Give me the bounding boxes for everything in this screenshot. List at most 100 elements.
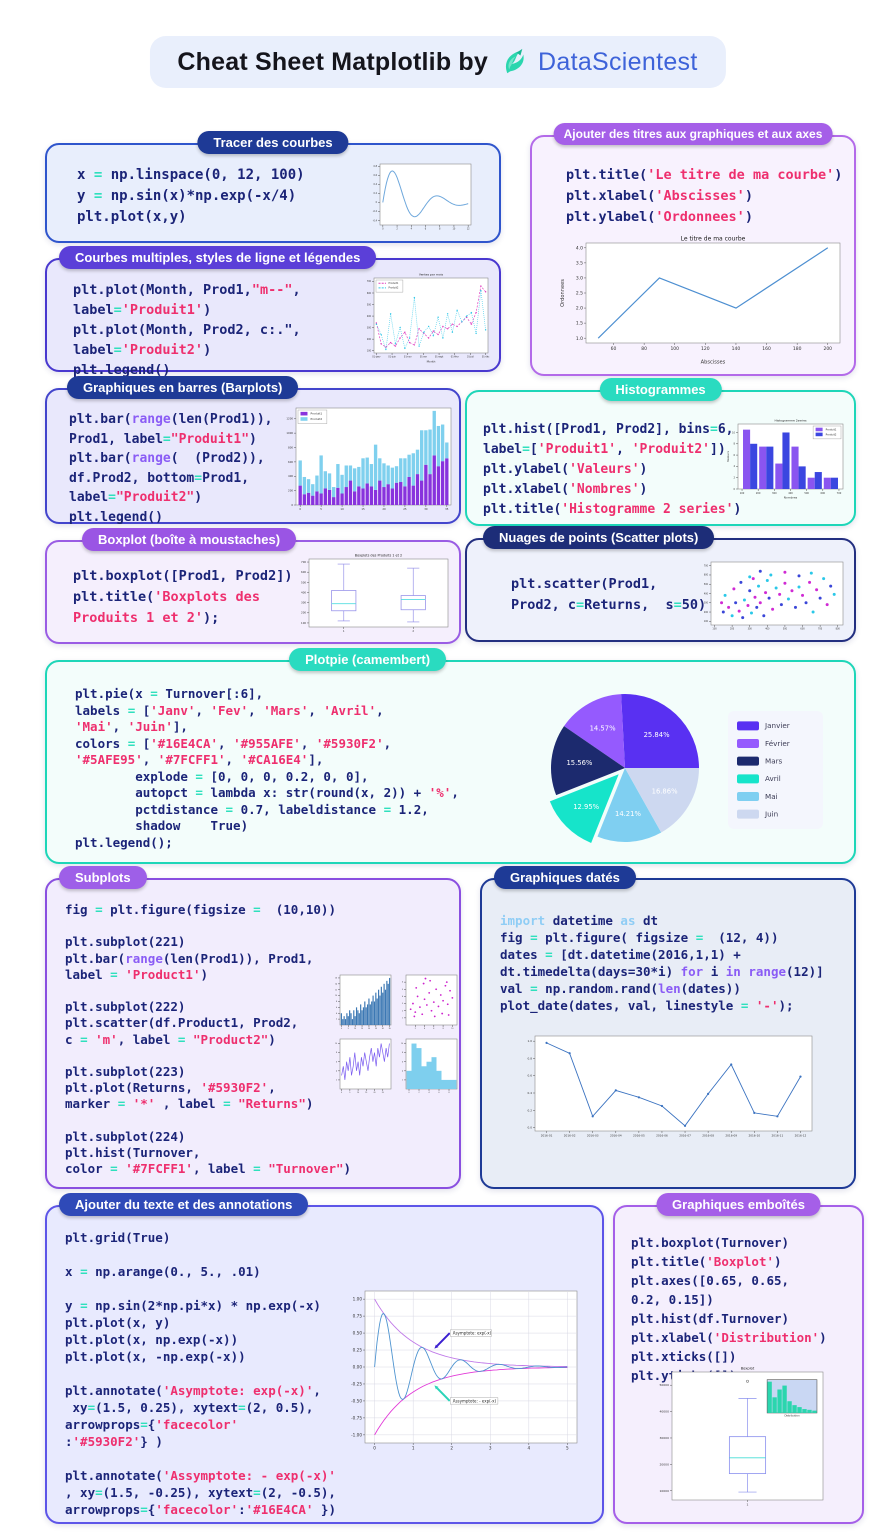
svg-text:01-févr: 01-févr [451, 356, 459, 359]
svg-text:Boxplots des Produits 1 et 2: Boxplots des Produits 1 et 2 [355, 554, 402, 558]
chart-barplots: 0 200 400 600 800 1000 1200 0 5 10 15 20 25 30 35 Produ… [286, 407, 452, 511]
svg-text:12: 12 [467, 228, 470, 231]
svg-text:5: 5 [566, 1446, 569, 1451]
svg-text:1.0: 1.0 [576, 336, 583, 342]
svg-text:1: 1 [402, 1017, 403, 1019]
svg-text:2016-11: 2016-11 [772, 1133, 784, 1137]
svg-text:Juin: Juin [764, 810, 778, 819]
svg-text:10: 10 [335, 995, 337, 997]
svg-text:0.2: 0.2 [374, 192, 378, 195]
section-tracer-title: Tracer des courbes [197, 131, 349, 154]
svg-text:6: 6 [336, 1061, 337, 1063]
svg-text:2016-06: 2016-06 [656, 1133, 668, 1137]
svg-text:0.4: 0.4 [528, 1091, 533, 1095]
svg-text:2: 2 [336, 1019, 337, 1021]
section-tracer: Tracer des courbes x = np.linspace(0, 12… [45, 131, 501, 243]
svg-text:300: 300 [704, 602, 709, 605]
svg-text:Ordonnees: Ordonnees [560, 279, 566, 307]
svg-text:200: 200 [823, 346, 832, 352]
svg-text:6: 6 [438, 1092, 439, 1094]
page-title: Cheat Sheet Matplotlib by [177, 47, 489, 76]
svg-text:700: 700 [301, 560, 306, 564]
svg-text:3: 3 [489, 1446, 492, 1451]
svg-text:4: 4 [336, 1013, 337, 1015]
svg-text:100: 100 [301, 621, 306, 625]
chart-emboites: 10000 20000 30000 40000 50000 1 Boxplot Distrib… [659, 1367, 824, 1507]
svg-text:50000: 50000 [659, 1383, 669, 1387]
chart-scatter: 100 200 300 400 500 600 700 100 200 300 400 500 600 7… [704, 561, 844, 631]
svg-text:01-nov: 01-nov [404, 356, 412, 359]
svg-text:0.6: 0.6 [528, 1074, 533, 1078]
svg-text:1: 1 [412, 1446, 415, 1451]
section-barplots-title: Graphiques en barres (Barplots) [67, 376, 299, 399]
code-plotpie: plt.pie(x = Turnover[:6], labels = ['Janv… [75, 686, 459, 850]
svg-text:2: 2 [402, 1010, 403, 1012]
svg-text:20: 20 [382, 507, 386, 511]
section-plotpie: Plotpie (camembert) plt.pie(x = Turnover… [45, 648, 856, 864]
section-plotpie-title: Plotpie (camembert) [289, 648, 447, 671]
svg-text:100: 100 [670, 346, 679, 352]
svg-text:Ventes par mois: Ventes par mois [419, 273, 444, 277]
section-scatter-title: Nuages de points (Scatter plots) [483, 526, 715, 549]
svg-text:-0.2: -0.2 [373, 210, 378, 213]
svg-text:0: 0 [376, 201, 378, 204]
header: Cheat Sheet Matplotlib by DataScientest [149, 36, 726, 88]
svg-text:600: 600 [288, 460, 293, 464]
svg-text:600: 600 [301, 570, 306, 574]
section-titres-title: Ajouter des titres aux graphiques et aux… [553, 123, 833, 145]
code-titres: plt.title('Le titre de ma courbe') plt.xl… [566, 167, 843, 225]
section-emboites: Graphiques emboîtés plt.boxplot(Turnover… [613, 1193, 864, 1524]
svg-text:2016-03: 2016-03 [587, 1133, 599, 1137]
svg-text:1.0: 1.0 [528, 1039, 533, 1043]
svg-text:2: 2 [396, 228, 398, 231]
svg-text:6: 6 [402, 982, 403, 984]
chart-annotations: -1.00 -0.75 -0.50 -0.25 0.00 0.25 0.50 0.75 1.00… [351, 1290, 578, 1451]
svg-text:Abscisses: Abscisses [701, 360, 726, 366]
brand-name: DataScientest [538, 47, 698, 76]
svg-text:1000: 1000 [286, 431, 293, 435]
svg-text:Valeurs: Valeurs [726, 451, 730, 462]
svg-text:1: 1 [343, 629, 345, 633]
svg-text:14.57%: 14.57% [590, 724, 616, 732]
svg-text:3.5: 3.5 [576, 260, 583, 266]
svg-text:60: 60 [611, 346, 617, 352]
svg-text:Nombres: Nombres [784, 496, 798, 500]
svg-text:10: 10 [335, 1043, 337, 1045]
svg-text:400: 400 [288, 474, 293, 478]
chart-subplot-hist: 2 4 6 8 10 0 2 4 6 8 [401, 1038, 458, 1094]
code-boxplot: plt.boxplot([Prod1, Prod2]) plt.title('Bo… [73, 568, 293, 626]
svg-text:600: 600 [800, 628, 805, 631]
svg-text:15.56%: 15.56% [566, 759, 592, 767]
svg-text:0: 0 [299, 507, 301, 511]
svg-text:200: 200 [288, 489, 293, 493]
svg-text:30000: 30000 [659, 1436, 669, 1440]
svg-text:Produit2: Produit2 [311, 417, 323, 421]
svg-text:30: 30 [382, 1028, 384, 1030]
svg-text:16.86%: 16.86% [652, 788, 678, 796]
svg-text:2016-07: 2016-07 [679, 1133, 691, 1137]
svg-text:01-déc: 01-déc [482, 356, 490, 359]
section-courbes: Courbes multiples, styles de ligne et lé… [45, 246, 501, 378]
svg-text:400: 400 [765, 628, 770, 631]
svg-text:0.6: 0.6 [374, 174, 378, 177]
chart-dates: 0.0 0.2 0.4 0.6 0.8 1.0 2016-01 2016-02 2016-03 2… [528, 1035, 813, 1137]
svg-text:5: 5 [348, 1028, 349, 1030]
svg-text:2.5: 2.5 [576, 291, 583, 297]
svg-text:Produit1: Produit1 [389, 282, 399, 285]
svg-text:400: 400 [788, 492, 793, 495]
svg-text:Month: Month [427, 360, 436, 364]
section-histogrammes: Histogrammes plt.hist([Prod1, Prod2], bi… [465, 378, 856, 526]
svg-text:2016-04: 2016-04 [610, 1133, 622, 1137]
svg-text:35: 35 [445, 507, 449, 511]
svg-text:0.0: 0.0 [528, 1126, 533, 1130]
svg-text:2: 2 [418, 1092, 419, 1094]
svg-text:800: 800 [288, 445, 293, 449]
svg-text:14.21%: 14.21% [615, 810, 641, 818]
svg-text:8: 8 [336, 1052, 337, 1054]
svg-text:700: 700 [818, 628, 823, 631]
svg-text:15: 15 [365, 1092, 367, 1094]
svg-text:5: 5 [402, 989, 403, 991]
svg-text:01-juin: 01-juin [388, 356, 396, 359]
svg-text:Produit1: Produit1 [311, 412, 323, 416]
svg-text:4: 4 [733, 465, 735, 468]
